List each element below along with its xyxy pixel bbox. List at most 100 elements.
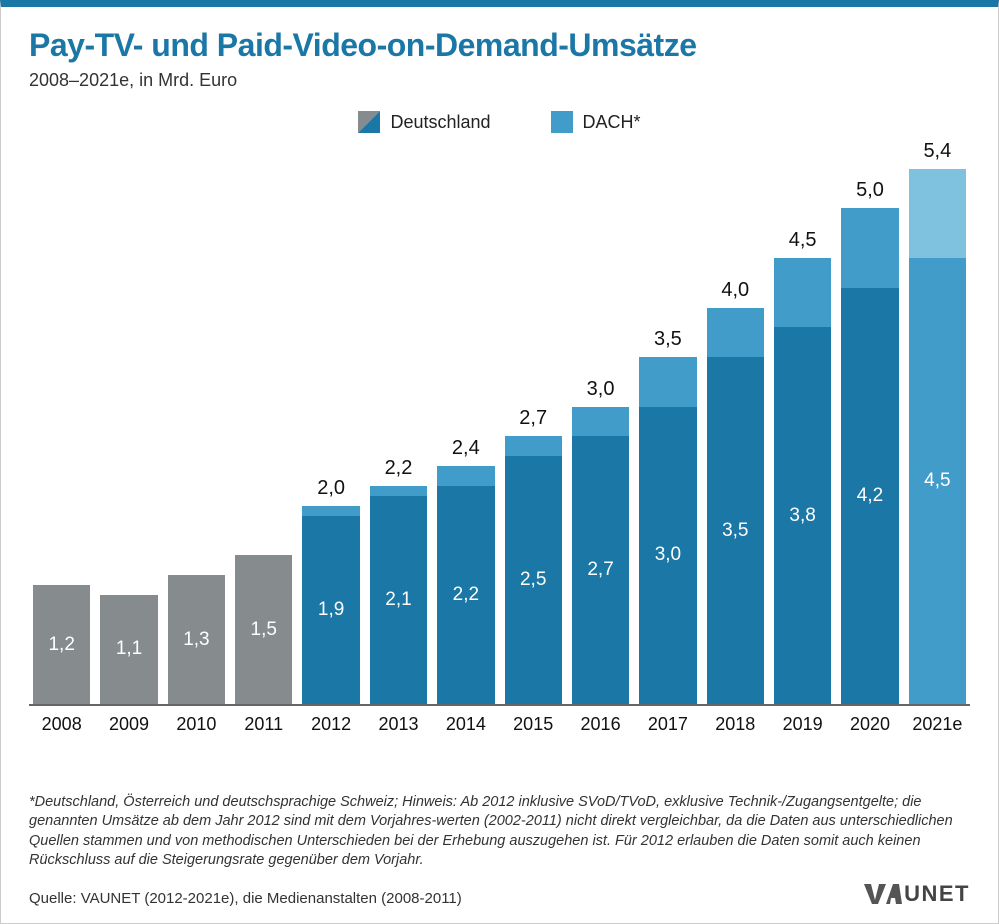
bar-stack: 4,5	[909, 169, 966, 704]
bar-2015: 2,7 2,5	[505, 151, 562, 704]
xaxis-label: 2020	[841, 714, 898, 735]
bar-segment	[639, 357, 696, 407]
bar-stack: 1,2	[33, 585, 90, 704]
bar-segment: 1,9	[302, 516, 359, 704]
source-text: Quelle: VAUNET (2012-2021e), die Mediena…	[29, 890, 462, 907]
bar-stack: 1,9	[302, 506, 359, 704]
chart-plot: 1,2 1,1 1,3 1,5 2,0 1,9 2,2 2,1 2,4 2,2 2,7 2,5 3,0 2…	[29, 151, 970, 771]
bar-stack: 4,2	[841, 208, 898, 704]
bar-segment: 3,0	[639, 407, 696, 704]
bar-segment-label: 1,2	[48, 634, 74, 656]
xaxis-label: 2018	[707, 714, 764, 735]
chart-title: Pay-TV- und Paid-Video-on-Demand-Umsätze	[29, 27, 970, 64]
logo-va-icon	[864, 882, 902, 906]
bar-stack: 3,5	[707, 308, 764, 704]
bar-stack: 1,1	[100, 595, 157, 704]
legend-item-deutschland: Deutschland	[358, 111, 490, 133]
bar-segment: 1,2	[33, 585, 90, 704]
xaxis-label: 2016	[572, 714, 629, 735]
xaxis-label: 2017	[639, 714, 696, 735]
bar-2020: 5,0 4,2	[841, 151, 898, 704]
bar-stack: 1,5	[235, 555, 292, 704]
bar-segment-label: 1,9	[318, 599, 344, 621]
bar-segment-label: 1,3	[183, 629, 209, 651]
bar-segment-label: 2,7	[587, 559, 613, 581]
vaunet-logo: UNET	[864, 881, 970, 907]
bar-segment-label: 1,1	[116, 638, 142, 660]
bar-segment	[437, 466, 494, 486]
bar-top-label: 5,0	[856, 179, 884, 202]
xaxis-label: 2011	[235, 714, 292, 735]
bar-2012: 2,0 1,9	[302, 151, 359, 704]
bar-top-label: 2,2	[385, 457, 413, 480]
legend-label-dach: DACH*	[583, 112, 641, 133]
bar-stack: 2,1	[370, 486, 427, 704]
legend-swatch-deutschland	[358, 111, 380, 133]
xaxis-label: 2008	[33, 714, 90, 735]
bar-segment-label: 2,1	[385, 589, 411, 611]
bottom-row: Quelle: VAUNET (2012-2021e), die Mediena…	[29, 881, 970, 907]
bar-2009: 1,1	[100, 151, 157, 704]
chart-subtitle: 2008–2021e, in Mrd. Euro	[29, 70, 970, 91]
bar-segment: 1,3	[168, 575, 225, 704]
bar-2014: 2,4 2,2	[437, 151, 494, 704]
xaxis-label: 2013	[370, 714, 427, 735]
xaxis-label: 2010	[168, 714, 225, 735]
xaxis-label: 2009	[100, 714, 157, 735]
bar-segment: 1,1	[100, 595, 157, 704]
bar-segment	[909, 169, 966, 258]
bar-2017: 3,5 3,0	[639, 151, 696, 704]
bar-segment-label: 2,5	[520, 569, 546, 591]
bar-top-label: 2,4	[452, 437, 480, 460]
bar-segment-label: 3,5	[722, 520, 748, 542]
bar-stack: 3,0	[639, 357, 696, 704]
xaxis-label: 2021e	[909, 714, 966, 735]
bar-top-label: 3,5	[654, 328, 682, 351]
bar-2018: 4,0 3,5	[707, 151, 764, 704]
chart-card: Pay-TV- und Paid-Video-on-Demand-Umsätze…	[0, 0, 999, 924]
bar-segment-label: 3,8	[789, 505, 815, 527]
bar-segment-label: 4,5	[924, 470, 950, 492]
legend-item-dach: DACH*	[551, 111, 641, 133]
legend: Deutschland DACH*	[29, 111, 970, 133]
bar-segment: 3,8	[774, 327, 831, 704]
bar-top-label: 3,0	[587, 378, 615, 401]
bar-stack: 2,7	[572, 407, 629, 704]
bar-stack: 3,8	[774, 258, 831, 704]
footnote: *Deutschland, Österreich und deutschspra…	[29, 793, 970, 871]
bar-segment-label: 3,0	[655, 544, 681, 566]
bar-segment-label: 1,5	[251, 619, 277, 641]
bar-segment: 2,7	[572, 436, 629, 704]
legend-label-deutschland: Deutschland	[390, 112, 490, 133]
bar-2021e: 5,44,5	[909, 151, 966, 704]
bar-segment	[505, 436, 562, 456]
bar-2013: 2,2 2,1	[370, 151, 427, 704]
bar-segment: 2,5	[505, 456, 562, 704]
bar-segment-label: 2,2	[453, 584, 479, 606]
bar-segment: 4,2	[841, 288, 898, 704]
legend-swatch-dach	[551, 111, 573, 133]
logo-text: UNET	[904, 881, 970, 907]
bar-segment-label: 4,2	[857, 485, 883, 507]
bar-stack: 2,2	[437, 466, 494, 704]
bar-segment	[774, 258, 831, 327]
bar-segment	[707, 308, 764, 358]
bar-segment: 4,5	[909, 258, 966, 704]
bar-top-label: 4,5	[789, 229, 817, 252]
bar-segment	[302, 506, 359, 516]
bar-top-label: 2,0	[317, 477, 345, 500]
bar-stack: 1,3	[168, 575, 225, 704]
bar-top-label: 2,7	[519, 407, 547, 430]
bar-top-label: 5,4	[923, 140, 951, 163]
bar-2016: 3,0 2,7	[572, 151, 629, 704]
xaxis-label: 2012	[302, 714, 359, 735]
bar-2010: 1,3	[168, 151, 225, 704]
xaxis-label: 2014	[437, 714, 494, 735]
bar-segment: 2,2	[437, 486, 494, 704]
bar-segment	[572, 407, 629, 437]
bar-segment	[370, 486, 427, 496]
xaxis-label: 2015	[505, 714, 562, 735]
bar-top-label: 4,0	[721, 279, 749, 302]
bar-segment: 1,5	[235, 555, 292, 704]
xaxis-label: 2019	[774, 714, 831, 735]
